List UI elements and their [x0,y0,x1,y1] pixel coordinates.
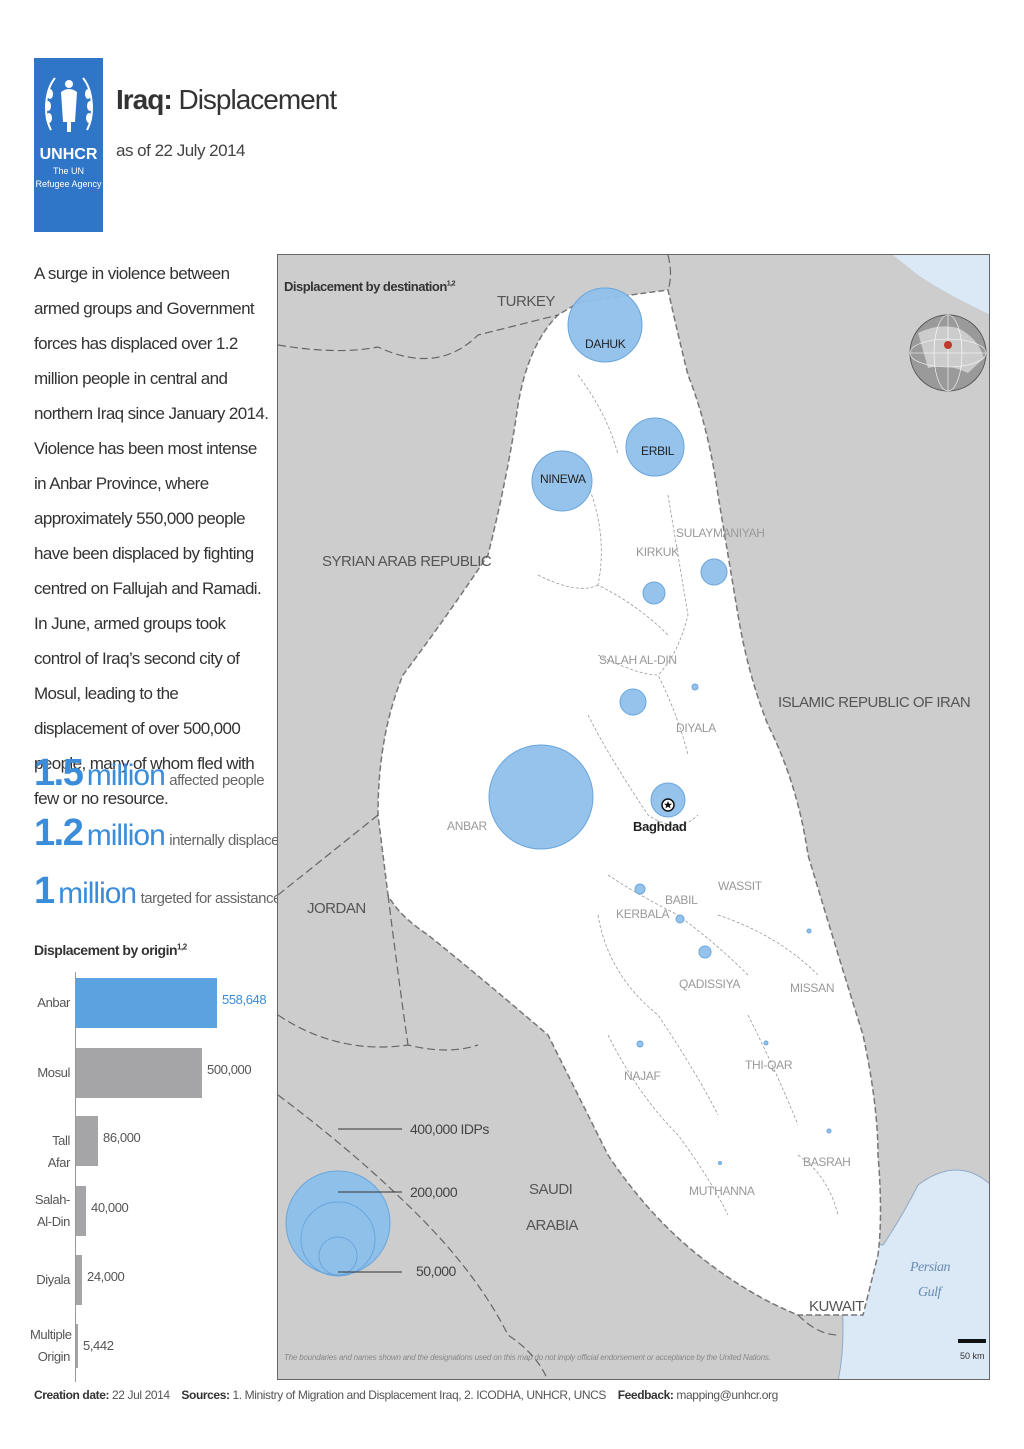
capital-star-icon [661,798,675,812]
province-muthanna: MUTHANNA [689,1184,755,1198]
map-legend-title: Displacement by destination1,2 [284,279,456,294]
province-ninewa: NINEWA [540,472,586,486]
origin-bar-value: 24,000 [87,1269,125,1284]
bubble-missan [806,928,812,934]
stat-unit: million [86,759,166,792]
bubble-salahaldin [619,688,647,716]
origin-bar [76,1255,82,1305]
bubble-muthanna [718,1161,722,1165]
unhcr-logo: UNHCR The UN Refugee Agency [34,58,103,232]
province-najaf: NAJAF [624,1069,661,1083]
bubble-basrah [826,1128,832,1134]
bubble-anbar [488,744,594,850]
bubble-kerbala [634,883,646,895]
bubble-sulaymaniyah [700,558,728,586]
province-thiqar: THI-QAR [745,1058,793,1072]
origin-bar-value: 40,000 [91,1200,129,1215]
province-anbar: ANBAR [447,819,487,833]
origin-bar-value: 86,000 [103,1130,141,1145]
origin-bar-label: Diyala [36,1272,70,1287]
country-kuwait: KUWAIT [809,1298,864,1315]
country-turkey: TURKEY [497,293,555,310]
origin-bar-label: Salah-Al-Din [34,1192,71,1229]
province-qadissiya: QADISSIYA [679,977,741,991]
legend-50k: 50,000 [416,1263,456,1279]
stat-unit: million [58,877,137,910]
scale-bar [958,1339,986,1343]
capital-label: Baghdad [633,819,687,834]
bubble-erbil [625,417,685,477]
map-panel: Displacement by destination1,2 TURKEY SY… [277,254,990,1380]
country-syria: SYRIAN ARAB REPUBLIC [322,553,492,570]
locator-globe [909,314,987,392]
bubble-babil [675,914,685,924]
intro-text: A surge in violence between armed groups… [34,264,269,808]
iraq-outline [377,289,882,1316]
legend-200k: 200,000 [410,1184,458,1200]
province-wassit: WASSIT [718,879,762,893]
origin-bar-value: 558,648 [222,992,267,1007]
bubble-diyala [691,683,699,691]
province-kirkuk: KIRKUK [636,545,679,559]
legend-400k: 400,000 IDPs [410,1121,489,1137]
origin-bar-label: Multiple Origin [30,1327,72,1364]
logo-tagline-2: Refugee Agency [35,179,102,189]
bubble-qadissiya [698,945,712,959]
bubble-ninewa [531,450,593,512]
stat-displaced: 1.2 million internally displaced [34,812,287,855]
origin-bar [76,978,217,1028]
province-salahaldin: SALAH AL-DIN [599,653,677,667]
province-babil: BABIL [665,893,698,907]
origin-bar-value: 500,000 [207,1062,252,1077]
province-sulaymaniyah: SULAYMANIYAH [676,526,765,540]
country-arabia: ARABIA [526,1217,579,1234]
stat-affected: 1.5 million affected people [34,752,265,795]
map-svg [278,255,989,1379]
sea-label-2: Gulf [918,1285,941,1300]
title-bold: Iraq: [116,84,173,115]
page-subtitle: as of 22 July 2014 [116,141,245,160]
stat-desc: internally displaced [169,832,287,849]
title-rest: Displacement [178,84,337,115]
size-legend [285,1170,391,1277]
stat-unit: million [86,819,166,852]
country-jordan: JORDAN [307,900,366,917]
stat-number: 1.5 [34,752,84,794]
origin-bar [76,1116,98,1166]
origin-bar-value: 5,442 [83,1338,114,1353]
bubble-dahuk [567,287,643,363]
stat-number: 1.2 [34,812,84,854]
origin-bar-label: Mosul [37,1065,70,1080]
origin-bar [76,1324,78,1368]
footer: Creation date: 22 Jul 2014 Sources: 1. M… [34,1388,778,1402]
unhcr-emblem-icon [44,77,93,132]
country-saudi: SAUDI [529,1181,573,1198]
stat-desc: targeted for assistance [140,890,282,907]
bubble-najaf [636,1040,644,1048]
sea-label-1: Persian [910,1260,951,1275]
origin-chart-axis [75,972,76,1382]
scale-label: 50 km [960,1351,985,1361]
origin-bar-label: Tall Afar [47,1133,71,1170]
province-dahuk: DAHUK [585,337,626,351]
logo-org: UNHCR [39,146,98,163]
map-disclaimer: The boundaries and names shown and the d… [284,1353,771,1362]
province-diyala: DIYALA [676,721,716,735]
page-title: Iraq: Displacement [116,84,337,116]
origin-bar-label: Anbar [37,995,70,1010]
province-basrah: BASRAH [803,1155,851,1169]
bubble-thiqar [763,1040,769,1046]
origin-chart-title: Displacement by origin1,2 [34,942,187,958]
bubble-kirkuk [642,581,666,605]
province-erbil: ERBIL [641,444,675,458]
origin-bar [76,1186,86,1236]
province-kerbala: KERBALA [616,907,670,921]
stat-number: 1 [34,870,55,912]
stat-targeted: 1 million targeted for assistance [34,870,281,913]
logo-tagline-1: The UN [52,166,84,176]
origin-bar [76,1048,202,1098]
stat-desc: affected people [169,772,265,789]
province-missan: MISSAN [790,981,835,995]
country-iran: ISLAMIC REPUBLIC OF IRAN [778,694,971,711]
